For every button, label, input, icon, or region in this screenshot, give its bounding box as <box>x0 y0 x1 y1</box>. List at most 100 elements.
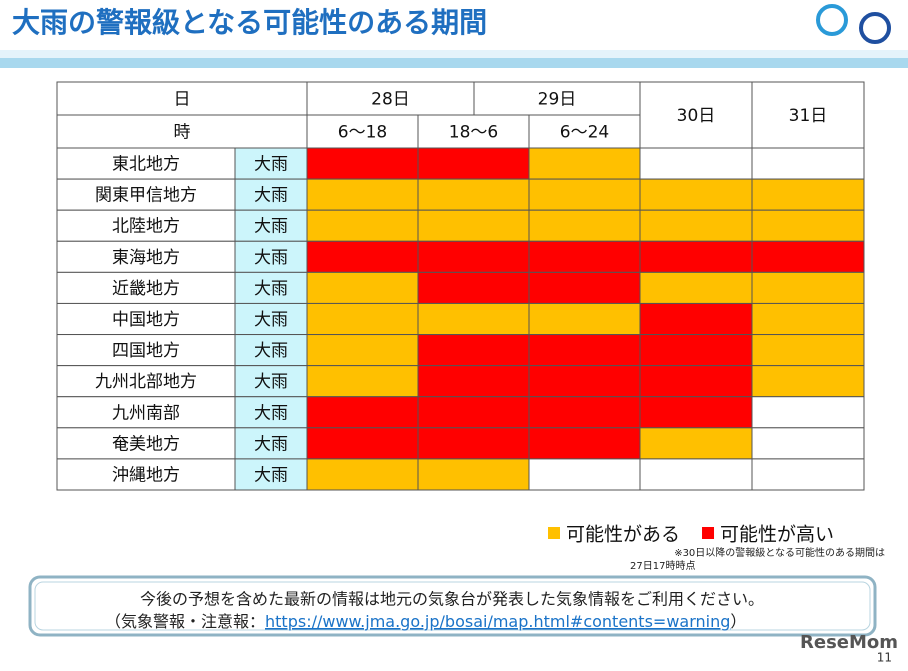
level-cell <box>306 302 419 336</box>
hazard: 大雨 <box>254 217 288 237</box>
level-cell <box>528 209 641 242</box>
level-cell <box>751 240 865 273</box>
level-cell <box>639 302 753 336</box>
region: 沖縄地方 <box>112 465 180 485</box>
day: 31日 <box>789 106 828 126</box>
region: 近畿地方 <box>112 279 180 299</box>
level-cell <box>751 209 865 242</box>
level-cell <box>417 458 530 491</box>
hazard-cell <box>234 365 308 398</box>
hazard-cell <box>234 334 308 367</box>
level-cell <box>751 458 865 491</box>
link[interactable]: https://www.jma.go.jp/bosai/map.html#con… <box>265 612 730 631</box>
level-cell <box>639 365 753 398</box>
region: 四国地方 <box>112 341 180 361</box>
hazard: 大雨 <box>254 186 288 206</box>
region-cell <box>56 147 236 180</box>
region: 九州南部 <box>112 403 180 423</box>
region-cell <box>56 458 236 491</box>
hazard: 大雨 <box>254 403 288 423</box>
level-cell <box>306 427 419 460</box>
level-cell <box>306 178 419 211</box>
title: 大雨の警報級となる可能性のある期間 <box>12 6 487 39</box>
time: 6～24 <box>560 123 609 143</box>
day-cell <box>639 81 753 149</box>
level-cell <box>528 240 641 273</box>
level-cell <box>417 302 530 336</box>
level-cell <box>417 271 530 304</box>
region-cell <box>56 302 236 336</box>
info-prefix: （気象警報・注意報： <box>105 612 265 631</box>
time-cell <box>306 114 419 149</box>
time: 6～18 <box>338 123 387 143</box>
level-cell <box>306 271 419 304</box>
time-cell <box>528 114 641 149</box>
level-cell <box>751 271 865 304</box>
level-cell <box>639 178 753 211</box>
level-cell <box>528 427 641 460</box>
level-cell <box>528 396 641 429</box>
region-cell <box>56 334 236 367</box>
level-cell <box>528 458 641 491</box>
level-cell <box>639 396 753 429</box>
day-cell <box>473 81 641 116</box>
day: 28日 <box>371 90 410 110</box>
hazard: 大雨 <box>254 341 288 361</box>
level-cell <box>417 147 530 180</box>
level-cell <box>417 178 530 211</box>
level-cell <box>639 147 753 180</box>
region: 東北地方 <box>112 155 180 175</box>
day: 29日 <box>538 90 577 110</box>
level-cell <box>306 209 419 242</box>
level-cell <box>417 209 530 242</box>
info-suffix: ） <box>730 612 746 631</box>
hazard: 大雨 <box>254 155 288 175</box>
level-cell <box>417 427 530 460</box>
level-cell <box>528 334 641 367</box>
hazard: 大雨 <box>254 248 288 268</box>
info-text: 今後の予想を含めた最新の情報は地元の気象台が発表した気象情報をご利用ください。 <box>140 590 764 609</box>
level-cell <box>639 458 753 491</box>
level-cell <box>306 458 419 491</box>
hazard: 大雨 <box>254 310 288 330</box>
day-cell <box>306 81 475 116</box>
region: 奄美地方 <box>112 434 180 454</box>
level-cell <box>751 178 865 211</box>
level-cell <box>639 334 753 367</box>
level-cell <box>417 396 530 429</box>
legend-swatch <box>548 527 560 539</box>
level-cell <box>528 365 641 398</box>
brand: ReseMom <box>800 632 898 653</box>
level-cell <box>417 334 530 367</box>
level-cell <box>528 178 641 211</box>
hazard-cell <box>234 396 308 429</box>
level-cell <box>639 427 753 460</box>
level-cell <box>751 396 865 429</box>
level-cell <box>306 365 419 398</box>
level-cell <box>306 147 419 180</box>
hazard-cell <box>234 240 308 273</box>
info-box-inner <box>34 581 871 631</box>
hazard-cell <box>234 147 308 180</box>
time: 18～6 <box>449 123 498 143</box>
level-cell <box>306 334 419 367</box>
region-cell <box>56 178 236 211</box>
legend-label: 可能性がある <box>566 524 680 546</box>
level-cell <box>639 209 753 242</box>
level-cell <box>528 302 641 336</box>
level-cell <box>751 365 865 398</box>
region-cell <box>56 240 236 273</box>
day-label: 日 <box>174 90 191 110</box>
level-cell <box>751 147 865 180</box>
region: 九州北部地方 <box>95 372 197 392</box>
day-cell <box>751 81 865 149</box>
logo <box>859 12 891 44</box>
region: 北陸地方 <box>112 217 180 237</box>
region: 中国地方 <box>112 310 180 330</box>
info-text: （気象警報・注意報：https://www.jma.go.jp/bosai/ma… <box>105 612 746 631</box>
day: 30日 <box>677 106 716 126</box>
level-cell <box>751 427 865 460</box>
level-cell <box>639 240 753 273</box>
logo <box>816 4 848 36</box>
